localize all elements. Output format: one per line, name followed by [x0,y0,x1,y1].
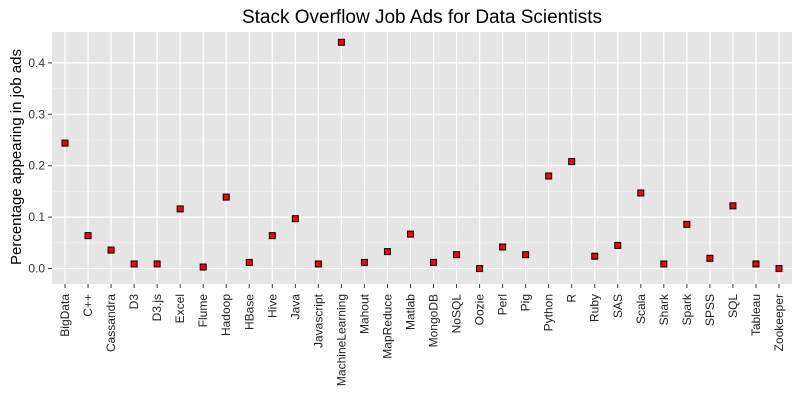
data-point [614,241,622,249]
y-tick-label: 0.1 [28,210,45,224]
x-tick-label: Zookeeper [772,294,786,351]
x-tick-label: Oozie [473,294,487,326]
data-point [314,260,322,268]
data-points [61,38,783,273]
x-tick-label: Cassandra [104,294,118,352]
x-tick-label: HBase [242,294,256,330]
data-point [61,139,69,147]
x-tick-label: Mahout [357,293,371,334]
x-tick-label: Scala [634,294,648,324]
data-point [360,258,368,266]
x-tick-label: Javascript [311,293,325,348]
x-tick-label: D3 [127,294,141,310]
data-point [568,158,576,166]
x-tick-label: Tableau [749,294,763,336]
x-tick-label: Java [288,294,302,320]
x-tick-label: NoSQL [450,294,464,334]
data-point [107,246,115,254]
x-tick-label: R [565,294,579,303]
data-point [268,232,276,240]
x-tick-label: Ruby [588,294,602,322]
x-tick-label: MongoDB [427,294,441,347]
data-point [476,265,484,273]
x-tick-label: Pig [519,294,533,311]
x-tick-label: Spark [680,293,694,325]
x-axis: BigData C++ Cassandra D3 D3.js Excel Flume Hado… [58,284,786,386]
data-point [430,258,438,266]
data-point [545,172,553,180]
data-point [453,251,461,259]
x-tick-label: MapReduce [380,294,394,359]
y-tick-label: 0.3 [28,107,45,121]
x-tick-label: MachineLearning [334,294,348,386]
chart-title: Stack Overflow Job Ads for Data Scientis… [242,7,602,28]
x-tick-label: SPSS [703,294,717,326]
grid-lines [52,32,792,284]
data-point [291,215,299,223]
data-point [406,230,414,238]
data-point [729,202,737,210]
x-tick-label: Perl [496,294,510,315]
data-point [706,254,714,262]
data-point [660,260,668,268]
data-point [383,248,391,256]
data-point [84,232,92,240]
data-point [591,252,599,260]
x-tick-label: C++ [81,294,95,317]
data-point [176,205,184,213]
data-point [522,251,530,259]
data-point [752,260,760,268]
data-point [153,260,161,268]
x-tick-label: SAS [611,294,625,318]
data-point [337,38,345,46]
data-point [683,220,691,228]
x-tick-label: Matlab [403,294,417,330]
data-point [222,193,230,201]
plot-panel [52,32,792,284]
x-tick-label: SQL [726,294,740,318]
x-tick-label: Hadoop [219,294,233,336]
x-tick-label: Hive [265,294,279,318]
x-tick-label: BigData [58,294,72,337]
y-tick-label: 0.0 [28,262,45,276]
data-point [130,260,138,268]
x-tick-label: D3.js [150,294,164,321]
y-tick-label: 0.2 [28,159,45,173]
y-axis-label: Percentage appearing in job ads [8,49,25,265]
data-point [499,243,507,251]
data-point [637,189,645,197]
x-tick-label: Shark [657,293,671,325]
data-point [199,263,207,271]
y-tick-label: 0.4 [28,56,45,70]
y-axis: 0.0 0.1 0.2 0.3 0.4 [28,56,52,276]
x-tick-label: Excel [173,294,187,323]
data-point [245,258,253,266]
data-point [775,265,783,273]
x-tick-label: Flume [196,294,210,328]
x-tick-label: Python [542,294,556,331]
